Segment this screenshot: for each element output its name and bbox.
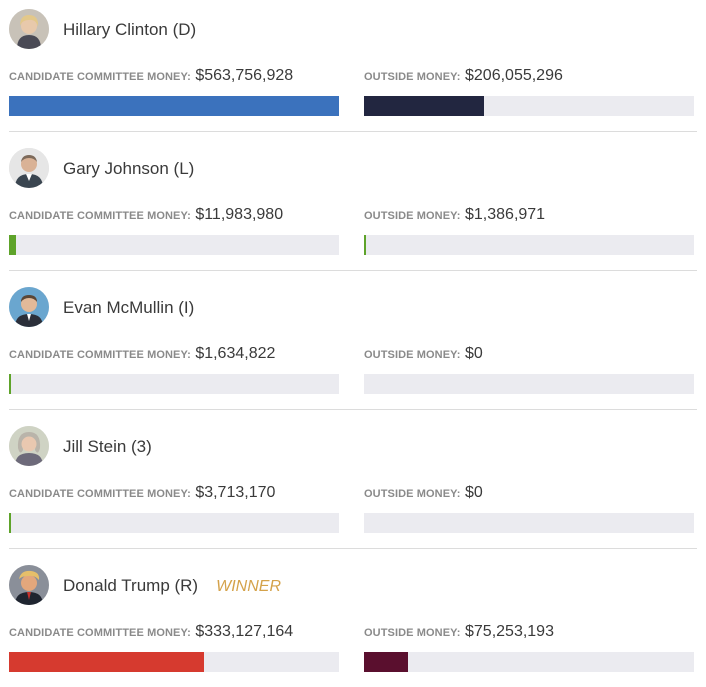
winner-badge: WINNER (216, 578, 281, 595)
outside-money-label: OUTSIDE MONEY: (364, 627, 461, 639)
committee-money: CANDIDATE COMMITTEE MONEY: $333,127,164 (9, 621, 293, 643)
committee-money-value: $563,756,928 (195, 67, 294, 84)
outside-money-bar (364, 513, 694, 533)
committee-money: CANDIDATE COMMITTEE MONEY: $563,756,928 (9, 65, 293, 87)
candidate-row: Jill Stein (3) CANDIDATE COMMITTEE MONEY… (0, 417, 706, 556)
candidate-photo-icon (9, 565, 49, 605)
outside-money: OUTSIDE MONEY: $0 (364, 482, 483, 504)
committee-money-value: $3,713,170 (195, 484, 276, 501)
committee-money: CANDIDATE COMMITTEE MONEY: $1,634,822 (9, 343, 275, 365)
committee-money-bar-fill (9, 235, 16, 255)
committee-money-bar (9, 96, 339, 116)
candidate-photo-icon (9, 287, 49, 327)
committee-money-label: CANDIDATE COMMITTEE MONEY: (9, 71, 191, 83)
candidate-photo-icon (9, 9, 49, 49)
outside-money-bar-fill (364, 96, 484, 116)
committee-money-label: CANDIDATE COMMITTEE MONEY: (9, 349, 191, 361)
committee-money-value: $1,634,822 (195, 345, 276, 362)
committee-money-value: $333,127,164 (195, 623, 294, 640)
candidate-name: Hillary Clinton (D) (63, 20, 197, 39)
committee-money: CANDIDATE COMMITTEE MONEY: $3,713,170 (9, 482, 275, 504)
outside-money-label: OUTSIDE MONEY: (364, 210, 461, 222)
committee-money-bar-fill (9, 96, 339, 116)
candidate-name: Jill Stein (3) (63, 437, 152, 456)
outside-money-value: $75,253,193 (465, 623, 554, 640)
outside-money-bar-fill (364, 652, 408, 672)
committee-money-bar (9, 652, 339, 672)
outside-money-label: OUTSIDE MONEY: (364, 488, 461, 500)
divider (9, 131, 697, 132)
committee-money-value: $11,983,980 (195, 206, 284, 223)
candidate-name: Gary Johnson (L) (63, 159, 195, 178)
candidate-row: Donald Trump (R) WINNER CANDIDATE COMMITT… (0, 556, 706, 687)
committee-money: CANDIDATE COMMITTEE MONEY: $11,983,980 (9, 204, 283, 226)
committee-money-bar-fill (9, 374, 11, 394)
outside-money-value: $1,386,971 (465, 206, 546, 223)
outside-money-value: $0 (465, 345, 483, 362)
outside-money: OUTSIDE MONEY: $75,253,193 (364, 621, 554, 643)
candidate-name: Donald Trump (R) (63, 576, 199, 595)
candidate-row: Gary Johnson (L) CANDIDATE COMMITTEE MON… (0, 139, 706, 278)
outside-money: OUTSIDE MONEY: $1,386,971 (364, 204, 545, 226)
committee-money-bar-fill (9, 652, 204, 672)
committee-money-bar (9, 513, 339, 533)
committee-money-bar (9, 374, 339, 394)
outside-money-label: OUTSIDE MONEY: (364, 71, 461, 83)
candidate-name: Evan McMullin (I) (63, 298, 195, 317)
outside-money-bar (364, 235, 694, 255)
outside-money-bar (364, 374, 694, 394)
outside-money-value: $0 (465, 484, 483, 501)
committee-money-bar-fill (9, 513, 11, 533)
divider (9, 270, 697, 271)
outside-money: OUTSIDE MONEY: $0 (364, 343, 483, 365)
committee-money-label: CANDIDATE COMMITTEE MONEY: (9, 627, 191, 639)
outside-money-bar-fill (364, 235, 366, 255)
candidate-photo-icon (9, 148, 49, 188)
outside-money-label: OUTSIDE MONEY: (364, 349, 461, 361)
candidate-row: Hillary Clinton (D) CANDIDATE COMMITTEE … (0, 0, 706, 139)
committee-money-label: CANDIDATE COMMITTEE MONEY: (9, 488, 191, 500)
divider (9, 409, 697, 410)
outside-money-bar (364, 96, 694, 116)
outside-money: OUTSIDE MONEY: $206,055,296 (364, 65, 563, 87)
committee-money-label: CANDIDATE COMMITTEE MONEY: (9, 210, 191, 222)
outside-money-bar (364, 652, 694, 672)
candidate-row: Evan McMullin (I) CANDIDATE COMMITTEE MO… (0, 278, 706, 417)
committee-money-bar (9, 235, 339, 255)
divider (9, 548, 697, 549)
outside-money-value: $206,055,296 (465, 67, 563, 84)
candidate-photo-icon (9, 426, 49, 466)
